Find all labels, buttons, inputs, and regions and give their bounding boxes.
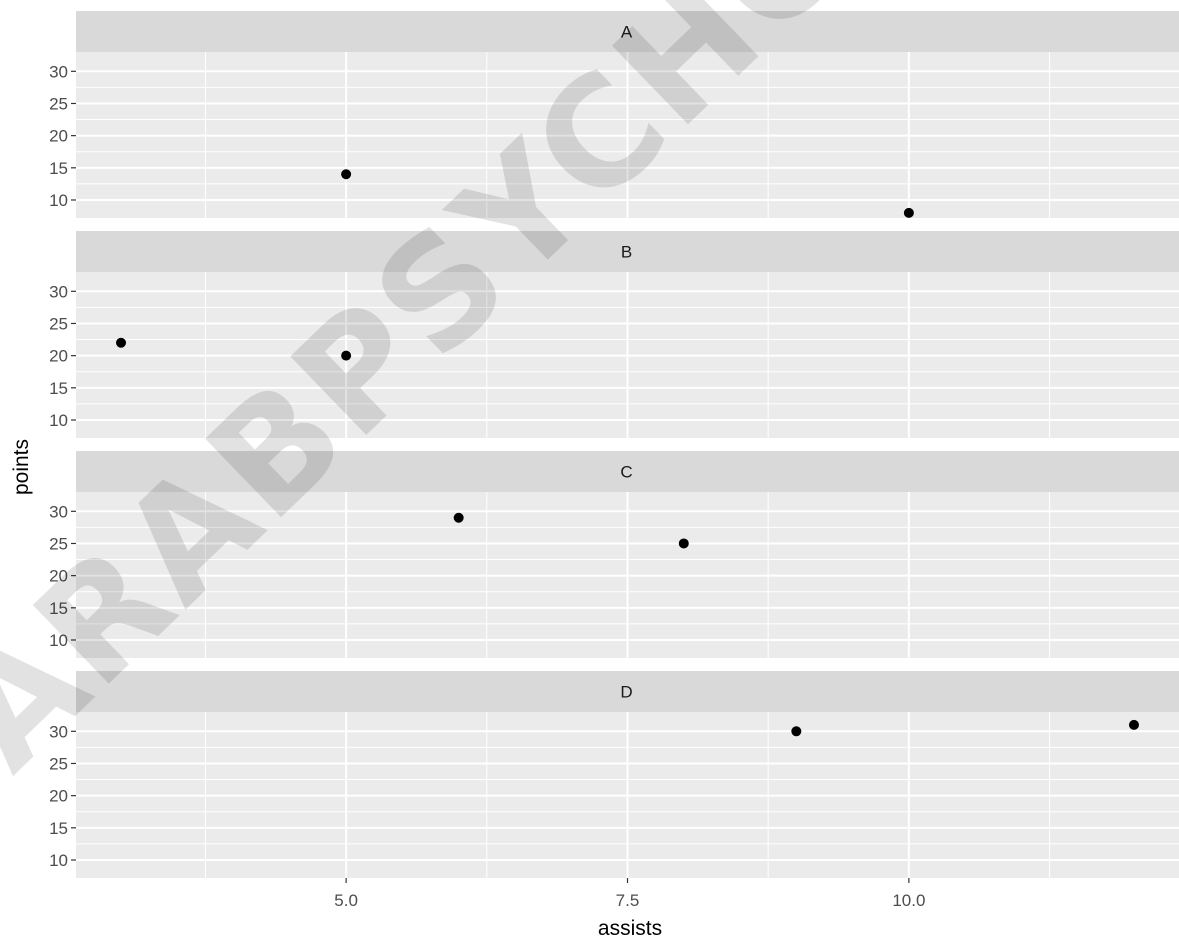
facet-strip [76,451,1179,492]
y-tick-label: 15 [49,379,68,398]
y-tick-label: 25 [49,754,68,773]
data-point [678,538,689,549]
data-point [1128,719,1139,730]
facet-strip-label: B [621,243,632,262]
data-point [903,207,914,218]
y-tick-label: 10 [49,851,68,870]
y-axis-title: points [10,439,33,495]
y-tick-label: 20 [49,127,68,146]
data-point [791,726,802,737]
x-axis-title: assists [598,917,662,940]
y-tick-label: 30 [49,62,68,81]
y-tick-label: 20 [49,347,68,366]
x-tick-label: 10.0 [892,891,925,910]
facet-panel-D: D 10 15 20 25 30 [49,671,1179,878]
facet-panel-A: A 10 15 20 25 30 [49,11,1179,218]
y-tick-label: 20 [49,567,68,586]
y-tick-label: 15 [49,819,68,838]
y-tick-label: 30 [49,502,68,521]
y-tick-label: 15 [49,159,68,178]
y-tick-label: 30 [49,722,68,741]
facet-strip [76,231,1179,272]
facet-strip-label: A [621,23,633,42]
facet-strip [76,11,1179,52]
data-point [341,350,352,361]
x-tick-label: 5.0 [334,891,358,910]
y-tick-label: 20 [49,787,68,806]
y-tick-label: 10 [49,411,68,430]
y-tick-label: 10 [49,191,68,210]
facet-panel-B: B 10 15 20 25 30 [49,231,1179,438]
facet-panels: A 10 15 20 25 30 B 10 15 20 25 30 C 10 15 20 25 30 D 10 15 20… [49,11,1179,878]
y-tick-label: 15 [49,599,68,618]
data-point [453,512,464,523]
data-point [116,337,127,348]
y-tick-label: 25 [49,94,68,113]
data-point [341,169,352,180]
y-tick-label: 25 [49,534,68,553]
y-tick-label: 25 [49,314,68,333]
facet-strip-label: D [620,683,632,702]
x-tick-label: 7.5 [616,891,640,910]
facet-strip [76,671,1179,712]
facet-strip-label: C [620,463,632,482]
facet-panel-C: C 10 15 20 25 30 [49,451,1179,658]
y-tick-label: 10 [49,631,68,650]
y-tick-label: 30 [49,282,68,301]
x-axis: 5.0 7.5 10.0 [334,878,925,910]
